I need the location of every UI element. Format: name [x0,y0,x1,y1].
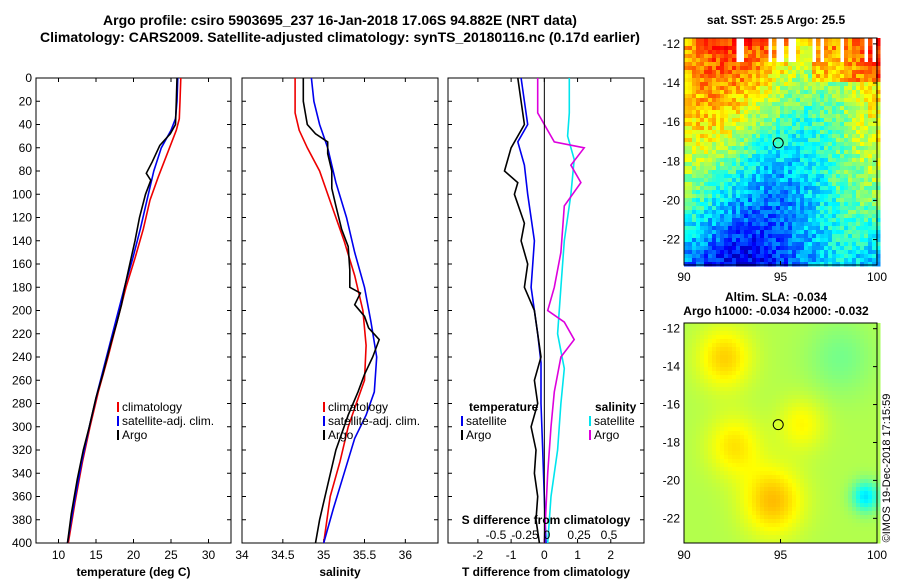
sst_map-xtick-label: 100 [867,270,887,284]
salinity-xtick-label: 35 [317,548,331,562]
temperature-series-satellite-adj-clim- [66,77,179,544]
temperature-xtick-label: 20 [127,548,141,562]
temperature-xtick-label: 30 [202,548,216,562]
salinity-legend-label: climatology [328,400,388,414]
depth-tick-label: 340 [12,466,32,480]
salinity-axes-frame [241,77,439,544]
sla_map-ytick-label: -14 [663,360,681,374]
difference-s-tick-label: 0.25 [567,528,591,542]
difference-series-temperature-satellite [516,77,547,544]
depth-tick-label: 300 [12,420,32,434]
depth-tick-label: 220 [12,327,32,341]
difference-s-axis-label: S difference from climatology [462,513,631,527]
temperature-xlabel: temperature (deg C) [76,565,190,579]
difference-series-salinity-satellite [546,78,576,544]
temperature-legend-label: Argo [122,428,148,442]
difference-legend-label: satellite [594,414,635,428]
depth-tick-label: 400 [12,536,32,550]
sst_map-ytick-label: -20 [663,193,681,207]
difference-series-salinity-argo [536,78,586,544]
difference-series-temperature-argo [503,77,542,544]
temperature-series-argo [66,77,178,544]
depth-tick-label: 60 [19,141,33,155]
difference-s-tick-label: -0.25 [511,528,539,542]
temperature-xtick-label: 15 [89,548,103,562]
sla_map-ytick-label: -12 [663,322,681,336]
depth-tick-label: 180 [12,280,32,294]
salinity-xlabel: salinity [319,565,361,579]
sst_map-ytick-label: -22 [663,233,681,247]
difference-xtick-label: 1 [574,548,581,562]
depth-tick-label: 200 [12,304,32,318]
depth-tick-label: 320 [12,443,32,457]
depth-tick-label: 240 [12,350,32,364]
salinity-series-argo [302,78,381,544]
difference-axes-frame [447,77,645,544]
temperature-xtick-label: 10 [52,548,66,562]
sst_map-xtick-label: 95 [774,270,788,284]
salinity-legend-label: satellite-adj. clim. [328,414,420,428]
difference-xtick-label: -2 [473,548,484,562]
salinity-series-satellite-adj-clim- [310,77,378,544]
sla-map-title-line2: Argo h1000: -0.034 h2000: -0.032 [683,304,869,318]
sla_map-ytick-label: -16 [663,398,681,412]
depth-tick-label: 160 [12,257,32,271]
difference-xtick-label: 0 [541,548,548,562]
difference-xtick-label: 2 [607,548,614,562]
figure-title-line2: Climatology: CARS2009. Satellite-adjuste… [40,29,640,45]
sst_map-xtick-label: 90 [677,270,691,284]
sla_map-ytick-label: -18 [663,435,681,449]
depth-tick-label: 120 [12,211,32,225]
temperature-series-climatology [67,77,182,544]
temperature-xtick-label: 25 [164,548,178,562]
temperature-legend-label: climatology [122,400,182,414]
difference-legend-salinity-title: salinity [595,400,637,414]
depth-tick-label: 20 [19,94,33,108]
depth-tick-label: 360 [12,490,32,504]
difference-s-tick-label: 0 [544,528,551,542]
sla_map-heatmap-cells [684,323,881,544]
sst_map-heatmap-cells [684,38,881,267]
sla_map-xtick-label: 90 [677,548,691,562]
depth-tick-label: 100 [12,187,32,201]
difference-xlabel: T difference from climatology [462,565,630,579]
depth-tick-label: 0 [25,71,32,85]
sla_map-argo-position-marker [772,419,784,431]
salinity-xtick-label: 34 [235,548,249,562]
depth-tick-label: 380 [12,513,32,527]
difference-legend-label: Argo [594,428,620,442]
salinity-xtick-label: 34.5 [271,548,295,562]
sst_map-ytick-label: -14 [663,76,681,90]
depth-tick-label: 280 [12,397,32,411]
depth-tick-label: 140 [12,234,32,248]
difference-legend-label: satellite [466,414,507,428]
sst_map-argo-position-marker [772,137,784,149]
difference-xtick-label: -1 [506,548,517,562]
depth-tick-label: 40 [19,118,33,132]
sst_map-ytick-label: -16 [663,115,681,129]
salinity-xtick-label: 35.5 [353,548,377,562]
sst_map-ytick-label: -18 [663,154,681,168]
difference-legend-temperature-title: temperature [469,400,539,414]
sla_map-ytick-label: -20 [663,473,681,487]
difference-s-tick-label: -0.5 [486,528,507,542]
depth-tick-label: 80 [19,164,33,178]
temperature-legend-label: satellite-adj. clim. [122,414,214,428]
sla_map-xtick-label: 100 [867,548,887,562]
salinity-legend-label: Argo [328,428,354,442]
sst_map-ytick-label: -12 [663,37,681,51]
difference-s-tick-label: 0.5 [601,528,618,542]
difference-legend-label: Argo [466,428,492,442]
temperature-axes-frame [35,77,232,544]
depth-tick-label: 260 [12,373,32,387]
salinity-xtick-label: 36 [399,548,413,562]
sla_map-xtick-label: 95 [774,548,788,562]
sla_map-ytick-label: -22 [663,511,681,525]
figure-title-line1: Argo profile: csiro 5903695_237 16-Jan-2… [103,12,577,28]
sst-map-title: sat. SST: 25.5 Argo: 25.5 [707,13,846,27]
sla-map-title-line1: Altim. SLA: -0.034 [725,290,827,304]
